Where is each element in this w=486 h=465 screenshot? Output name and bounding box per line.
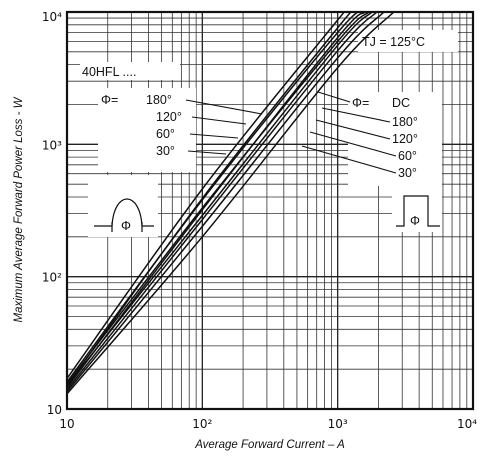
leader-sine-60 (189, 133, 239, 139)
sine-waveform-inset: Φ (94, 198, 154, 233)
rect-angle-dc: DC (392, 96, 410, 110)
x-tick-label: 10 (59, 417, 74, 431)
part-label-background (80, 62, 180, 80)
rect-angle-180: 180° (392, 115, 418, 129)
rect-phi-label: Φ= (352, 96, 369, 110)
sine-phi-label: Φ= (101, 93, 118, 107)
curve-5 (67, 12, 385, 393)
rect-inset-phi: Φ (410, 214, 420, 228)
rect-waveform-inset: Φ (396, 195, 440, 228)
leader-rect-30 (301, 145, 397, 174)
part-label: 40HFL .... (82, 65, 136, 79)
x-axis-label: Average Forward Current – A (194, 439, 345, 451)
temperature-background (358, 30, 458, 52)
plot-frame (65, 10, 475, 411)
x-tick-label: 10² (192, 417, 212, 431)
rect-inset-background (392, 184, 442, 232)
sine-angle-180: 180° (146, 93, 172, 107)
rect-angle-120: 120° (392, 132, 418, 146)
y-tick-label: 10² (42, 271, 62, 285)
curve-7 (67, 12, 366, 389)
rectangular-wave-icon (396, 195, 440, 227)
sine-angle-background (98, 88, 196, 172)
leader-rect-60 (309, 131, 397, 157)
leader-rect-dc (317, 91, 351, 103)
leader-sine-30 (187, 150, 227, 155)
sine-angle-30: 30° (156, 144, 175, 158)
y-tick-label: 10³ (42, 138, 62, 152)
rect-angle-background (348, 92, 442, 186)
x-tick-labels: 10 10² 10³ 10⁴ (59, 417, 477, 431)
annotation-backgrounds (80, 30, 458, 237)
curve-4 (67, 12, 395, 395)
leader-rect-180 (321, 107, 391, 123)
sine-inset-phi: Φ (121, 219, 131, 233)
temperature-label: TJ = 125°C (362, 35, 425, 49)
x-tick-label: 10⁴ (457, 417, 477, 431)
x-tick-label: 10³ (328, 417, 348, 431)
leader-rect-120 (315, 119, 391, 140)
rect-angle-30: 30° (398, 166, 417, 180)
curve-2 (67, 12, 364, 383)
sine-angle-60: 60° (156, 127, 175, 141)
rect-angle-60: 60° (398, 149, 417, 163)
leader-sine-120 (191, 116, 247, 125)
leader-lines (185, 91, 397, 174)
y-tick-labels: 10 10² 10³ 10⁴ (42, 10, 62, 417)
leader-sine-180 (185, 99, 263, 115)
y-axis-label: Maximum Average Forward Power Loss - W (13, 96, 25, 322)
curve-3 (67, 12, 347, 379)
sine-angle-120: 120° (156, 110, 182, 124)
sine-inset-background (88, 175, 158, 237)
curve-6 (67, 12, 378, 391)
y-tick-label: 10⁴ (42, 10, 62, 24)
y-tick-label: 10 (47, 403, 62, 417)
